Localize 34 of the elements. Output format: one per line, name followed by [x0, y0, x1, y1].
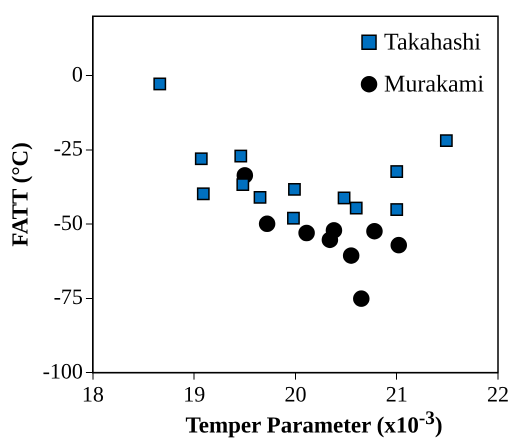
- x-tick-label: 18: [82, 382, 104, 407]
- point: [258, 216, 276, 232]
- point: [338, 192, 350, 204]
- point: [196, 187, 210, 200]
- y-tick-label: -75: [54, 284, 83, 310]
- point: [194, 152, 208, 166]
- legend-label: Takahashi: [384, 29, 482, 56]
- point: [440, 134, 453, 148]
- x-tick-label: 22: [487, 382, 509, 407]
- point: [390, 236, 408, 254]
- y-tick-label: -25: [54, 136, 83, 161]
- x-tick-label: 20: [284, 382, 306, 407]
- point: [287, 212, 300, 225]
- y-axis-title: FATT (°C): [8, 142, 33, 247]
- y-tick-label: -50: [54, 210, 83, 235]
- point: [366, 222, 383, 240]
- x-axis-title: Temper Parameter (x10$^{-3}$): [184, 408, 444, 439]
- x-tick-label: 19: [183, 382, 206, 407]
- point: [298, 224, 315, 242]
- point: [390, 165, 404, 178]
- point: [254, 190, 266, 204]
- point: [322, 232, 338, 248]
- y-tick-label: 0: [72, 61, 83, 86]
- point: [153, 78, 166, 90]
- x-tick-label: 21: [386, 382, 408, 407]
- point: [342, 247, 360, 264]
- point: [236, 178, 250, 192]
- point: [234, 150, 248, 162]
- point: [288, 182, 301, 196]
- point: [353, 290, 370, 307]
- point: [350, 202, 363, 214]
- y-tick-label: -100: [42, 358, 83, 384]
- legend-label: Murakami: [384, 71, 484, 98]
- point: [390, 203, 404, 216]
